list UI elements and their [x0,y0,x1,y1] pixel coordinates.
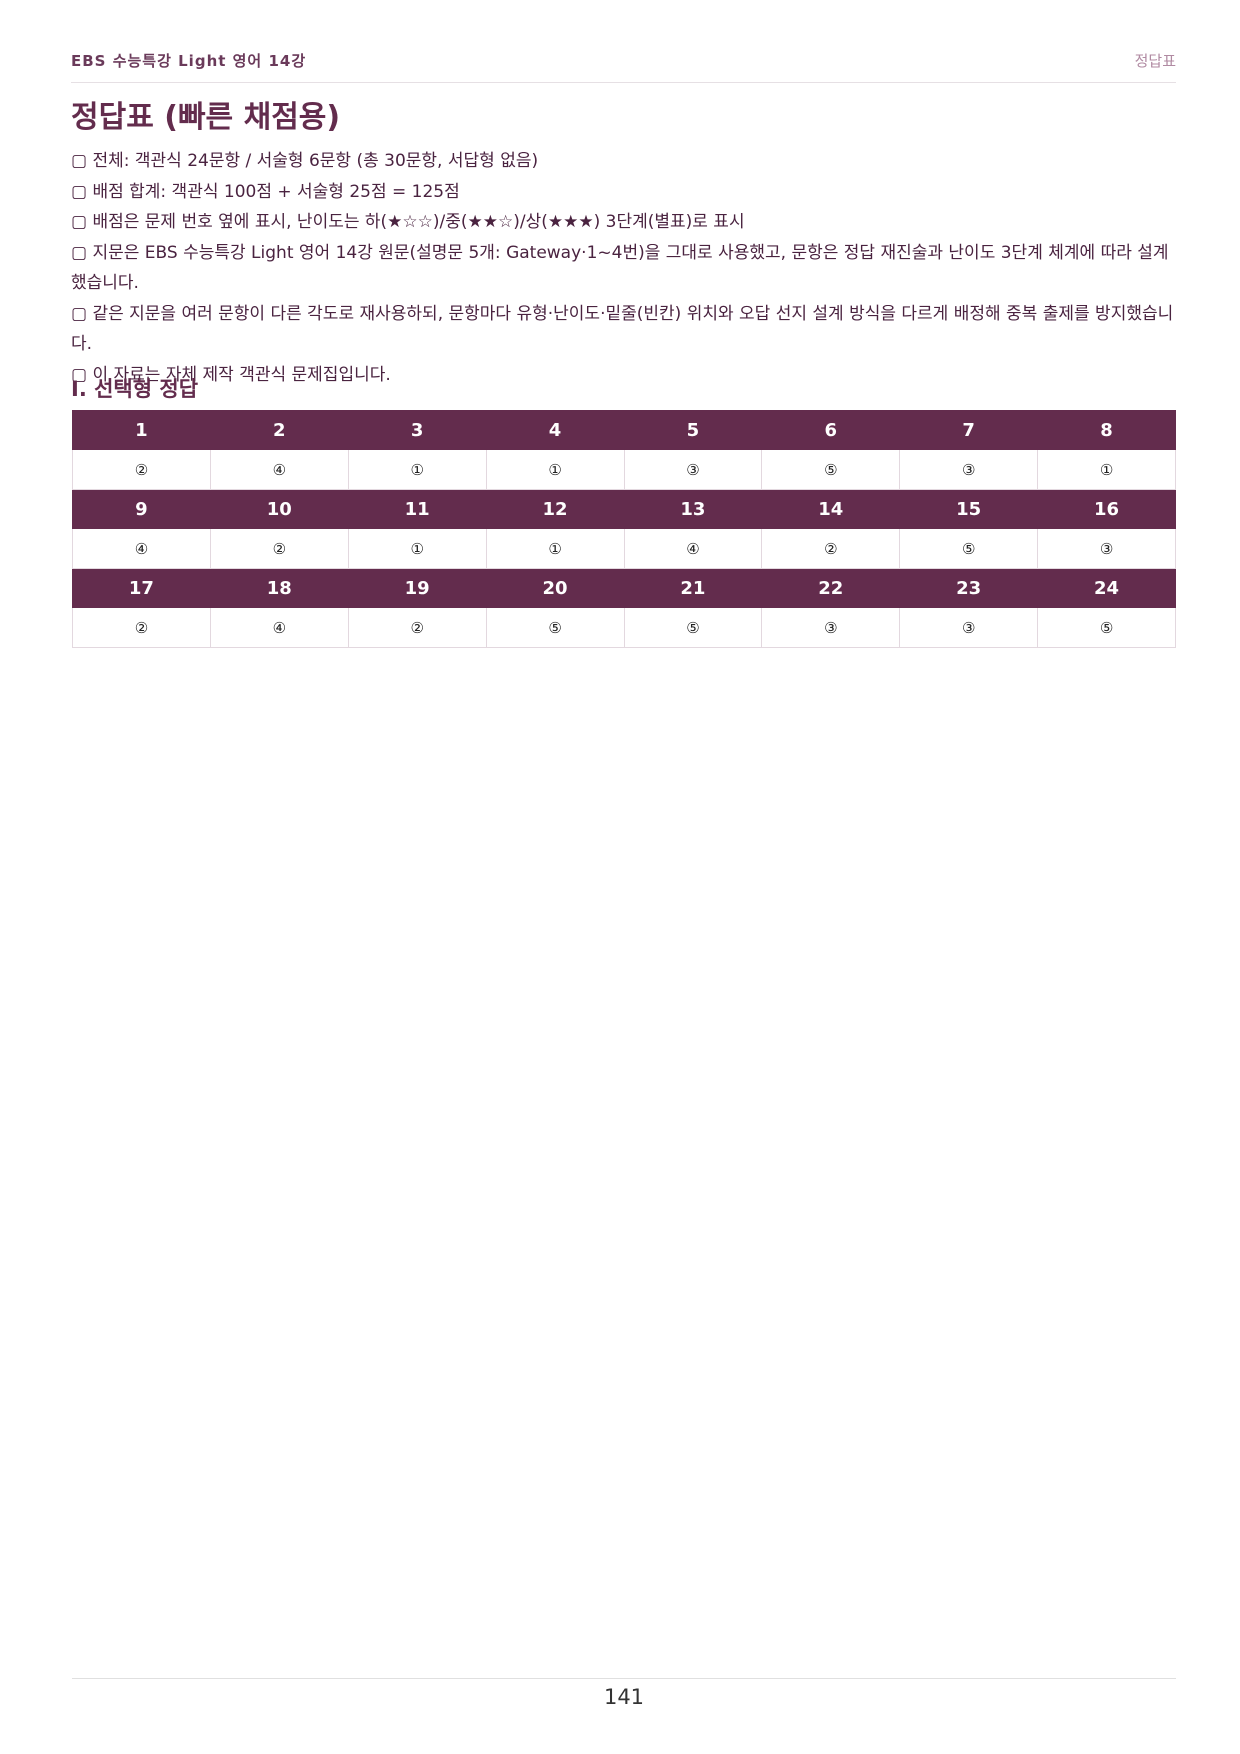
answer: ④ [209,449,349,490]
note-line: ▢ 배점 합계: 객관식 100점 + 서술형 25점 = 125점 [71,181,460,202]
question-number: 17 [72,568,211,608]
answer: ② [72,607,211,648]
section-heading: I. 선택형 정답 [71,377,199,401]
question-number: 2 [209,410,349,450]
answer: ③ [623,449,763,490]
note-line: ▢ 같은 지문을 여러 문항이 다른 각도로 재사용하되, 문항마다 유형·난이… [71,303,1174,355]
page-title: 정답표 (빠른 채점용) [71,100,341,135]
answer: ① [347,449,487,490]
question-number: 10 [209,489,349,529]
answer: ① [1037,449,1176,490]
question-number: 16 [1037,489,1176,529]
answer-table: 1 2 3 4 5 6 7 8 ② ④ ① ① ③ ⑤ ③ ① 9 10 11 12 13 14 15 16 ④ ② ① ① ④ ② ⑤ ③ 1… [72,410,1176,648]
answer: ③ [899,607,1039,648]
question-number: 8 [1037,410,1176,450]
answer: ② [347,607,487,648]
running-header: EBS 수능특강 Light 영어 14강 정답표 [71,50,1176,83]
answer: ⑤ [761,449,901,490]
answer: ② [209,528,349,569]
question-number: 7 [899,410,1039,450]
question-number: 12 [485,489,625,529]
question-number: 23 [899,568,1039,608]
header-right: 정답표 [1134,52,1176,70]
question-number: 18 [209,568,349,608]
answer: ⑤ [623,607,763,648]
page-number: 141 [603,1685,645,1709]
number-row: 9 10 11 12 13 14 15 16 [72,489,1176,529]
answer: ② [761,528,901,569]
answer: ③ [899,449,1039,490]
answer: ③ [1037,528,1176,569]
question-number: 20 [485,568,625,608]
answer: ④ [72,528,211,569]
header-left: EBS 수능특강 Light 영어 14강 [71,52,307,70]
answer: ① [485,528,625,569]
number-row: 17 18 19 20 21 22 23 24 [72,568,1176,608]
answer: ② [72,449,211,490]
question-number: 13 [623,489,763,529]
answer: ① [347,528,487,569]
note-line: ▢ 배점은 문제 번호 옆에 표시, 난이도는 하(★☆☆)/중(★★☆)/상(… [71,212,745,232]
answer: ④ [209,607,349,648]
question-number: 14 [761,489,901,529]
question-number: 11 [347,489,487,529]
question-number: 24 [1037,568,1176,608]
question-number: 5 [623,410,763,450]
answer: ⑤ [1037,607,1176,648]
answer: ① [485,449,625,490]
answer: ⑤ [899,528,1039,569]
answer: ⑤ [485,607,625,648]
question-number: 15 [899,489,1039,529]
note-line: ▢ 전체: 객관식 24문항 / 서술형 6문항 (총 30문항, 서답형 없음… [71,151,539,171]
note-line: ▢ 지문은 EBS 수능특강 Light 영어 14강 원문(설명문 5개: G… [71,242,1169,294]
answer: ④ [623,528,763,569]
question-number: 21 [623,568,763,608]
notes: ▢ 전체: 객관식 24문항 / 서술형 6문항 (총 30문항, 서답형 없음… [71,146,1176,390]
footer: 141 [72,1678,1176,1709]
answer: ③ [761,607,901,648]
question-number: 1 [72,410,211,450]
question-number: 4 [485,410,625,450]
question-number: 6 [761,410,901,450]
question-number: 3 [347,410,487,450]
note-line: ▢ 이 자료는 자체 제작 객관식 문제집입니다. [71,364,391,385]
question-number: 19 [347,568,487,608]
question-number: 22 [761,568,901,608]
question-number: 9 [72,489,211,529]
